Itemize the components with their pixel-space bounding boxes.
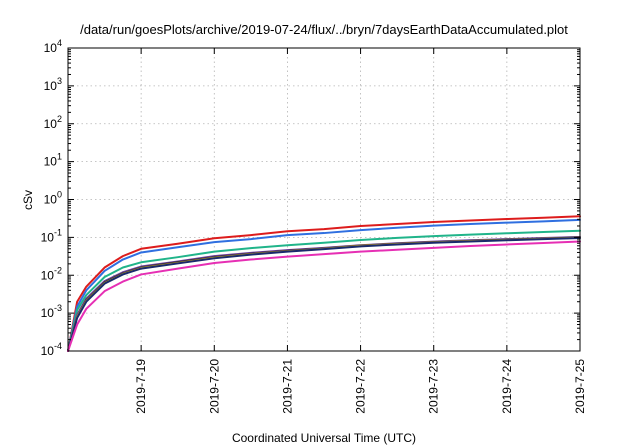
y-axis-label: cSv — [21, 190, 35, 210]
series-line-3 — [67, 229, 581, 352]
y-tick-label: 10-2 — [41, 265, 62, 282]
y-axis: 10-4 10-3 10-2 10-1 100 101 102 103 104 — [41, 38, 580, 358]
x-tick-label: 2019-7-24 — [500, 359, 514, 414]
series-layer — [67, 215, 581, 352]
x-axis-label: Coordinated Universal Time (UTC) — [232, 431, 416, 445]
chart-title: /data/run/goesPlots/archive/2019-07-24/f… — [80, 22, 568, 37]
series-line-1 — [67, 215, 581, 352]
y-tick-label: 102 — [44, 114, 62, 131]
x-tick-label: 2019-7-22 — [354, 359, 368, 414]
x-tick-label: 2019-7-19 — [134, 359, 148, 414]
x-tick-label: 2019-7-23 — [427, 359, 441, 414]
x-tick-label: 2019-7-21 — [280, 359, 294, 414]
y-tick-label: 10-3 — [41, 303, 62, 320]
y-tick-label: 10-1 — [41, 227, 62, 244]
y-tick-label: 100 — [44, 190, 62, 207]
series-line-7 — [67, 237, 581, 352]
y-tick-label: 10-4 — [41, 341, 62, 358]
x-tick-label: 2019-7-25 — [573, 359, 587, 414]
series-line-2 — [67, 218, 581, 352]
y-tick-label: 104 — [44, 38, 62, 55]
series-line-8 — [67, 240, 581, 352]
y-tick-label: 103 — [44, 76, 62, 93]
grid — [68, 48, 580, 351]
x-axis: 2019-7-19 2019-7-20 2019-7-21 2019-7-22 2019… — [134, 48, 587, 414]
y-tick-label: 101 — [44, 152, 62, 169]
x-tick-label: 2019-7-20 — [207, 359, 221, 414]
